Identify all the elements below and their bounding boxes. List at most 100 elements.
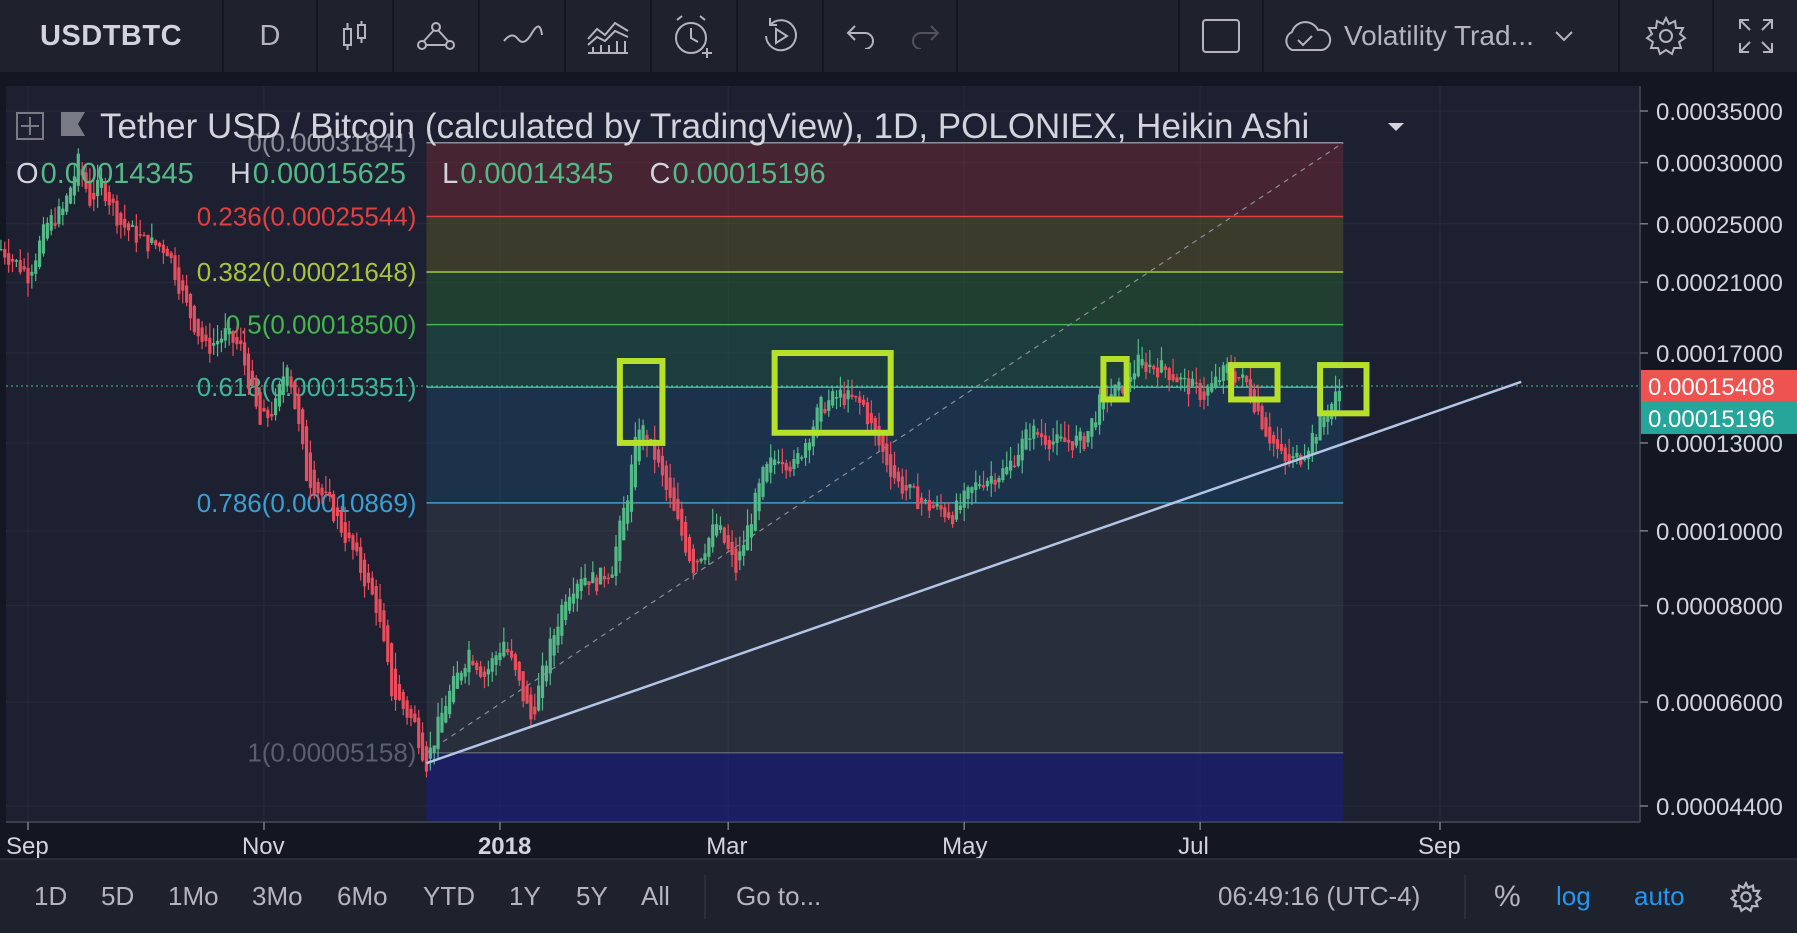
- candle-body: [169, 252, 173, 258]
- auto-toggle[interactable]: auto: [1634, 881, 1685, 911]
- candle-body: [1047, 440, 1051, 450]
- candle-body: [215, 340, 220, 345]
- layout-menu-button[interactable]: Volatility Trad...: [1264, 0, 1620, 72]
- candle-body: [339, 511, 343, 533]
- templates-button[interactable]: [566, 0, 652, 72]
- highlight-box[interactable]: [1100, 355, 1130, 403]
- candle-body: [699, 558, 703, 562]
- candle-body: [552, 635, 556, 656]
- candle-body: [622, 507, 626, 541]
- candle-body: [1163, 366, 1167, 370]
- candle-body: [854, 395, 858, 398]
- candle-body: [332, 494, 336, 522]
- candle-body: [123, 218, 127, 228]
- candle-body: [571, 593, 576, 604]
- candle-body: [950, 515, 955, 525]
- bar-style-button[interactable]: [318, 0, 394, 72]
- settings-button[interactable]: [1620, 0, 1714, 72]
- range-3mo[interactable]: 3Mo: [252, 881, 303, 911]
- trendline[interactable]: [426, 380, 1522, 765]
- range-6mo[interactable]: 6Mo: [337, 881, 388, 911]
- candle-body: [1043, 435, 1048, 445]
- candle-body: [962, 490, 966, 508]
- chart-settings-gear-icon[interactable]: [1730, 881, 1762, 913]
- goto-button[interactable]: Go to...: [736, 881, 822, 911]
- highlight-box[interactable]: [1228, 362, 1281, 403]
- close-label: C: [649, 158, 671, 190]
- candle-body: [130, 224, 135, 227]
- range-ytd[interactable]: YTD: [423, 881, 475, 911]
- candle-body: [881, 435, 885, 452]
- candle-body: [270, 413, 274, 417]
- candle-body: [1233, 371, 1237, 383]
- candle-body: [556, 626, 560, 646]
- replay-icon: [765, 18, 797, 52]
- highlight-box[interactable]: [616, 357, 666, 446]
- candle-body: [1097, 394, 1102, 425]
- expand-button[interactable]: [1714, 0, 1797, 72]
- range-5y[interactable]: 5Y: [576, 881, 608, 911]
- undo-button[interactable]: [824, 0, 896, 72]
- expand-legend-icon[interactable]: [16, 112, 44, 140]
- log-toggle[interactable]: log: [1556, 881, 1591, 911]
- candle-body: [954, 500, 959, 520]
- candle-body: [49, 215, 53, 231]
- gear-icon: [1645, 15, 1687, 56]
- price-axis[interactable]: 0.00035000 0.00030000 0.00025000 0.00021000…: [1640, 99, 1783, 821]
- price-tick-label: 0.00006000: [1656, 690, 1783, 717]
- symbol-search-button[interactable]: USDTBTC: [0, 0, 224, 72]
- price-chart[interactable]: 0(0.00031841) 0.236(0.00025544) 0.382(0.00…: [0, 80, 1797, 858]
- open-label: O: [16, 158, 39, 190]
- plot-area[interactable]: [6, 86, 1640, 822]
- legend-controls[interactable]: [16, 112, 1404, 140]
- highlight-box[interactable]: [1317, 362, 1370, 417]
- candle-body: [312, 469, 316, 495]
- range-1mo[interactable]: 1Mo: [168, 881, 219, 911]
- fullscreen-box-button[interactable]: [1178, 0, 1264, 72]
- range-1y[interactable]: 1Y: [509, 881, 541, 911]
- flag-icon[interactable]: [61, 112, 85, 136]
- bar-style-icon: [343, 21, 366, 50]
- replay-button[interactable]: [738, 0, 824, 72]
- percent-toggle[interactable]: %: [1494, 880, 1521, 913]
- candle-body: [1190, 378, 1195, 387]
- candle-body: [76, 153, 80, 186]
- candle-body: [1028, 438, 1032, 440]
- alert-button[interactable]: [652, 0, 738, 72]
- highlight-box[interactable]: [771, 350, 894, 436]
- candle-body: [490, 658, 494, 672]
- candle-body: [1244, 376, 1249, 383]
- time-axis[interactable]: Sep Nov 2018 Mar May Jul Sep: [6, 822, 1461, 858]
- fibonacci-retracement[interactable]: 0(0.00031841) 0.236(0.00025544) 0.382(0.00…: [197, 128, 1344, 822]
- candle-body: [301, 409, 305, 445]
- candle-body: [927, 500, 931, 511]
- candle-body: [506, 648, 510, 653]
- redo-button[interactable]: [896, 0, 958, 72]
- candle-body: [1020, 438, 1024, 461]
- indicators-button[interactable]: [394, 0, 480, 72]
- range-all[interactable]: All: [641, 881, 670, 911]
- candle-body: [192, 305, 196, 333]
- highlight-boxes[interactable]: [616, 350, 1370, 446]
- candle-body: [823, 409, 827, 413]
- candle-body: [726, 535, 730, 549]
- candle-body: [1268, 426, 1272, 444]
- interval-button[interactable]: D: [224, 0, 318, 72]
- expand-icon: [1738, 19, 1773, 53]
- candle-body: [714, 524, 719, 536]
- clock[interactable]: 06:49:16 (UTC-4): [1218, 881, 1421, 911]
- legend-dropdown-icon[interactable]: [1388, 123, 1404, 131]
- candle-body: [227, 327, 231, 335]
- range-5d[interactable]: 5D: [101, 881, 135, 911]
- candle-body: [1059, 436, 1063, 439]
- compare-button[interactable]: [480, 0, 566, 72]
- candle-body: [1128, 377, 1133, 382]
- price-tick-label: 0.00008000: [1656, 594, 1783, 621]
- candle-body: [653, 439, 657, 460]
- candle-body: [72, 176, 77, 196]
- candle-body: [444, 705, 448, 723]
- candle-body: [1264, 417, 1268, 437]
- candle-body: [1090, 418, 1094, 437]
- range-1d[interactable]: 1D: [34, 881, 68, 911]
- candle-body: [947, 512, 951, 519]
